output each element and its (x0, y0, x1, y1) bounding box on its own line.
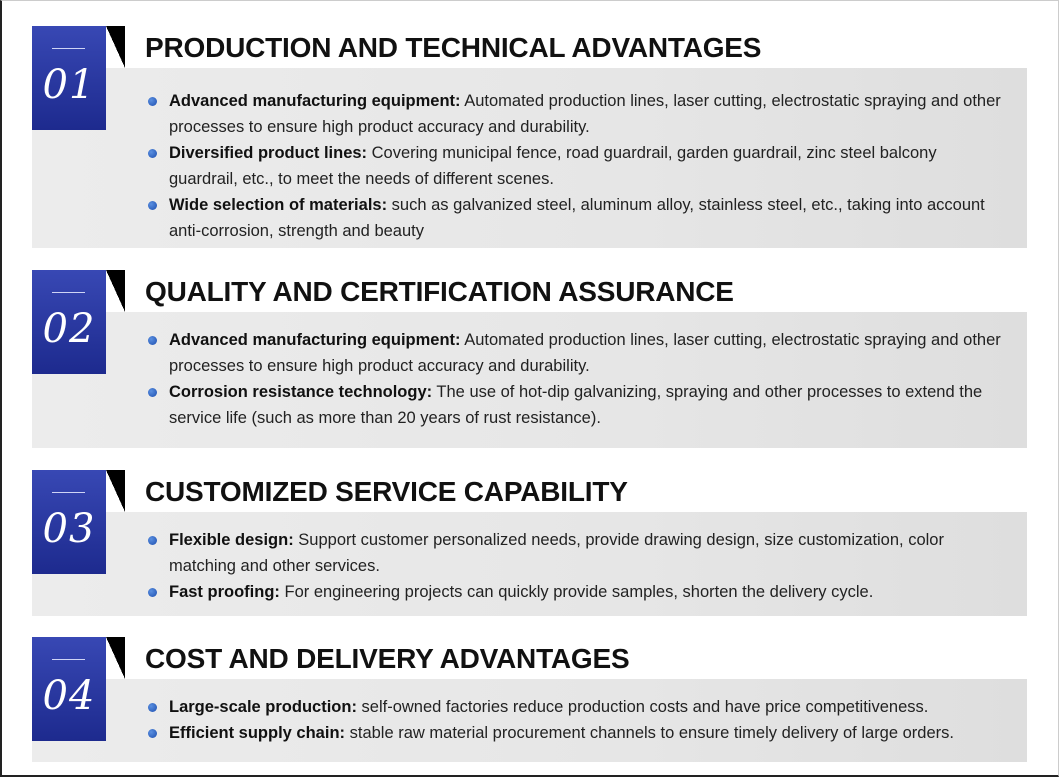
badge-line (52, 48, 85, 49)
feature-list: Advanced manufacturing equipment: Automa… (145, 327, 1005, 431)
bullet-icon (148, 729, 157, 738)
badge-line (52, 659, 85, 660)
bullet-icon (148, 201, 157, 210)
section-title: COST AND DELIVERY ADVANTAGES (145, 643, 630, 674)
item-text: The use of hot-dip galvanizing, spraying… (169, 383, 983, 427)
item-label: Corrosion resistance technology: (169, 383, 433, 401)
item-label: Flexible design: (169, 531, 294, 549)
number-badge: 01 (32, 26, 106, 130)
ribbon-fold (106, 270, 125, 312)
list-item: Corrosion resistance technology: The use… (145, 379, 1005, 431)
item-text: such as galvanized steel, aluminum alloy… (169, 196, 985, 240)
section-title: CUSTOMIZED SERVICE CAPABILITY (145, 476, 628, 507)
item-label: Advanced manufacturing equipment: (169, 92, 461, 110)
list-item: Large-scale production: self-owned facto… (145, 694, 1005, 720)
item-label: Fast proofing: (169, 583, 280, 601)
list-item: Efficient supply chain: stable raw mater… (145, 720, 1005, 746)
bullet-icon (148, 149, 157, 158)
item-text: For engineering projects can quickly pro… (279, 583, 874, 601)
item-label: Wide selection of materials: (169, 196, 388, 214)
ribbon-fold (106, 26, 125, 68)
badge-number: 03 (42, 506, 96, 552)
number-badge: 03 (32, 470, 106, 574)
bullet-icon (148, 336, 157, 345)
item-text: Support customer personalized needs, pro… (169, 531, 944, 575)
bullet-icon (148, 588, 157, 597)
section-panel (32, 312, 1027, 448)
list-item: Wide selection of materials: such as gal… (145, 192, 1005, 244)
item-text: Automated production lines, laser cuttin… (169, 92, 1001, 136)
list-item: Fast proofing: For engineering projects … (145, 579, 1005, 605)
badge-number: 01 (42, 62, 96, 108)
section-panel (32, 512, 1027, 616)
item-text: stable raw material procurement channels… (345, 724, 954, 742)
section-title: PRODUCTION AND TECHNICAL ADVANTAGES (145, 32, 762, 63)
section-panel (32, 679, 1027, 762)
item-label: Advanced manufacturing equipment: (169, 331, 461, 349)
feature-list: Advanced manufacturing equipment: Automa… (145, 88, 1005, 244)
bullet-icon (148, 388, 157, 397)
item-label: Diversified product lines: (169, 144, 368, 162)
badge-number: 04 (42, 673, 96, 719)
item-text: Automated production lines, laser cuttin… (169, 331, 1001, 375)
item-text: self-owned factories reduce production c… (356, 698, 929, 716)
item-label: Efficient supply chain: (169, 724, 346, 742)
badge-number: 02 (42, 306, 96, 352)
bullet-icon (148, 536, 157, 545)
list-item: Flexible design: Support customer person… (145, 527, 1005, 579)
feature-list: Large-scale production: self-owned facto… (145, 694, 1005, 746)
section-title: QUALITY AND CERTIFICATION ASSURANCE (145, 276, 734, 307)
number-badge: 04 (32, 637, 106, 741)
bullet-icon (148, 97, 157, 106)
item-label: Large-scale production: (169, 698, 357, 716)
item-text: Covering municipal fence, road guardrail… (169, 144, 937, 188)
number-badge: 02 (32, 270, 106, 374)
badge-line (52, 292, 85, 293)
badge-line (52, 492, 85, 493)
bullet-icon (148, 703, 157, 712)
ribbon-fold (106, 637, 125, 679)
section-panel (32, 68, 1027, 248)
list-item: Advanced manufacturing equipment: Automa… (145, 88, 1005, 140)
list-item: Diversified product lines: Covering muni… (145, 140, 1005, 192)
feature-list: Flexible design: Support customer person… (145, 527, 1005, 605)
ribbon-fold (106, 470, 125, 512)
list-item: Advanced manufacturing equipment: Automa… (145, 327, 1005, 379)
